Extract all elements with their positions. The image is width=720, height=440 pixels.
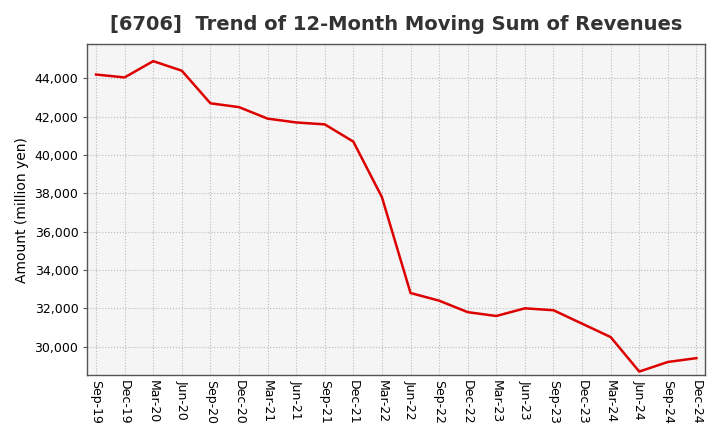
Y-axis label: Amount (million yen): Amount (million yen) [15,137,29,282]
Title: [6706]  Trend of 12-Month Moving Sum of Revenues: [6706] Trend of 12-Month Moving Sum of R… [110,15,683,34]
